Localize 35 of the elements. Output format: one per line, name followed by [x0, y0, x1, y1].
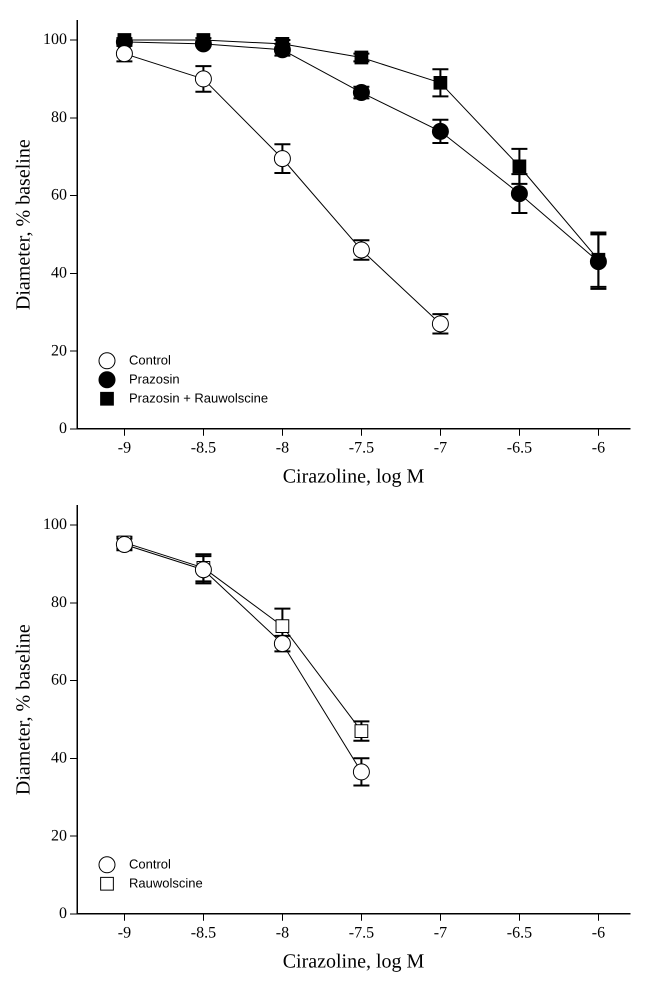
- x-axis-title: Cirazoline, log M: [282, 465, 425, 488]
- x-tick-label: -9: [118, 440, 132, 457]
- y-tick-label: 80: [51, 594, 67, 611]
- x-tick-label: -9: [118, 924, 132, 942]
- x-tick-label: -8: [276, 924, 290, 942]
- y-tick-label: 40: [51, 264, 67, 282]
- y-axis-title: Diameter, % baseline: [12, 624, 34, 796]
- x-tick-label: -7.5: [348, 924, 374, 942]
- legend-label: Rauwolscine: [129, 875, 203, 890]
- legend-label: Prazosin: [129, 371, 180, 386]
- y-tick-label: 100: [43, 31, 67, 48]
- x-tick-label: -7: [434, 924, 448, 942]
- y-tick-label: 60: [51, 672, 67, 689]
- x-tick-label: -6.5: [506, 924, 532, 942]
- x-axis-title: Cirazoline, log M: [282, 950, 425, 972]
- legend-label: Control: [129, 856, 172, 872]
- x-tick-label: -6: [592, 440, 606, 457]
- x-tick-label: -6: [592, 924, 606, 942]
- legend-label: Prazosin + Rauwolscine: [129, 390, 268, 406]
- y-tick-label: 40: [51, 750, 67, 766]
- x-tick-label: -8: [276, 440, 290, 457]
- x-tick-label: -7: [434, 440, 448, 457]
- y-axis-title: Diameter, % baseline: [12, 139, 34, 310]
- x-tick-label: -7.5: [348, 440, 374, 457]
- x-tick-label: -6.5: [506, 440, 532, 457]
- y-tick-label: 100: [43, 516, 67, 534]
- x-tick-label: -8.5: [190, 924, 216, 942]
- y-tick-label: 20: [51, 342, 67, 360]
- y-tick-label: 0: [59, 905, 67, 922]
- y-tick-label: 0: [59, 420, 67, 438]
- y-tick-label: 20: [51, 827, 67, 844]
- y-tick-label: 80: [51, 108, 67, 126]
- x-tick-label: -8.5: [190, 440, 216, 457]
- legend-label: Control: [129, 352, 172, 368]
- y-tick-label: 60: [51, 186, 67, 204]
